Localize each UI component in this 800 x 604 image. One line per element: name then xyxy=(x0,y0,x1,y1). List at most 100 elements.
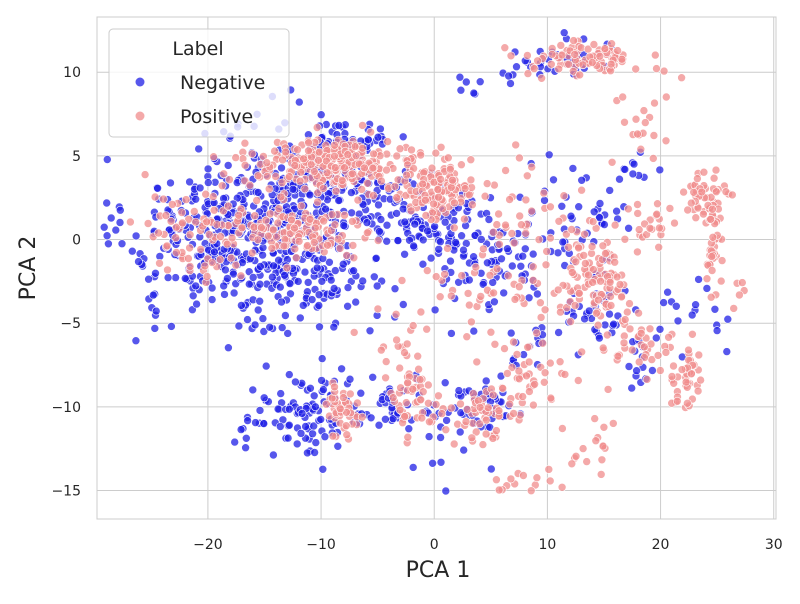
point-negative xyxy=(312,263,322,273)
point-positive xyxy=(540,305,550,315)
point-positive xyxy=(610,257,620,267)
point-positive xyxy=(423,380,433,390)
point-negative xyxy=(243,416,252,425)
point-positive xyxy=(489,227,498,237)
point-positive xyxy=(172,222,181,232)
point-positive xyxy=(363,228,372,238)
point-positive xyxy=(257,223,266,232)
point-negative xyxy=(294,97,304,107)
point-negative xyxy=(295,313,305,323)
point-positive xyxy=(488,390,498,400)
point-positive xyxy=(421,195,430,205)
point-negative xyxy=(404,424,414,434)
point-positive xyxy=(574,288,584,298)
point-positive xyxy=(240,138,250,148)
point-negative xyxy=(628,169,638,179)
point-positive xyxy=(615,280,625,289)
point-negative xyxy=(334,196,344,205)
point-negative xyxy=(440,217,450,227)
point-positive xyxy=(600,44,610,53)
point-positive xyxy=(534,235,544,244)
point-positive xyxy=(416,307,426,317)
point-positive xyxy=(363,179,372,188)
point-positive xyxy=(598,241,608,251)
point-negative xyxy=(308,429,317,439)
point-positive xyxy=(514,374,524,384)
point-negative xyxy=(283,433,293,443)
point-negative xyxy=(259,393,269,403)
point-positive xyxy=(622,307,632,317)
y-tick-label: −5 xyxy=(60,316,81,332)
point-negative xyxy=(600,220,609,229)
point-positive xyxy=(247,149,257,159)
point-negative xyxy=(329,284,339,293)
point-positive xyxy=(707,252,717,261)
point-positive xyxy=(207,258,217,267)
point-negative xyxy=(223,161,233,170)
point-positive xyxy=(737,278,747,287)
point-negative xyxy=(392,209,401,218)
x-tick-label: −10 xyxy=(306,537,336,553)
point-positive xyxy=(296,201,306,211)
point-positive xyxy=(313,197,322,207)
point-negative xyxy=(351,297,361,307)
point-negative xyxy=(544,150,554,160)
point-positive xyxy=(360,163,369,173)
point-negative xyxy=(430,305,440,315)
point-negative xyxy=(296,429,306,438)
point-negative xyxy=(245,279,254,289)
point-positive xyxy=(587,242,597,251)
point-positive xyxy=(506,51,516,61)
point-positive xyxy=(166,216,176,226)
point-negative xyxy=(375,227,384,236)
point-positive xyxy=(351,151,361,160)
point-positive xyxy=(633,209,643,218)
point-positive xyxy=(587,58,597,67)
point-negative xyxy=(424,432,434,441)
point-positive xyxy=(162,241,172,251)
point-positive xyxy=(443,244,452,253)
point-positive xyxy=(536,313,546,322)
point-positive xyxy=(583,44,593,54)
point-negative xyxy=(446,256,455,266)
point-negative xyxy=(230,437,239,447)
point-negative xyxy=(242,433,251,443)
point-positive xyxy=(345,389,355,399)
point-negative xyxy=(512,62,521,71)
point-negative xyxy=(372,281,382,291)
point-positive xyxy=(573,376,583,385)
point-negative xyxy=(281,311,290,320)
point-positive xyxy=(466,155,476,164)
point-negative xyxy=(300,267,310,277)
point-positive xyxy=(231,260,241,270)
point-positive xyxy=(556,307,565,317)
point-positive xyxy=(395,144,405,153)
point-negative xyxy=(553,248,563,258)
point-negative xyxy=(528,249,538,259)
point-positive xyxy=(588,217,598,226)
point-negative xyxy=(434,245,444,254)
point-positive xyxy=(168,200,177,209)
plot-frame xyxy=(96,16,777,520)
point-negative xyxy=(305,190,315,200)
point-positive xyxy=(434,192,443,202)
legend-label-negative: Negative xyxy=(180,72,265,94)
point-positive xyxy=(395,405,405,415)
point-positive xyxy=(593,320,603,330)
point-positive xyxy=(357,185,367,194)
point-positive xyxy=(542,247,552,256)
point-negative xyxy=(303,278,313,287)
point-negative xyxy=(456,85,466,95)
point-positive xyxy=(699,167,709,177)
point-positive xyxy=(709,173,719,183)
point-negative xyxy=(366,413,376,423)
point-negative xyxy=(470,231,480,240)
point-positive xyxy=(570,301,580,310)
point-negative xyxy=(390,284,400,294)
point-positive xyxy=(185,243,194,253)
point-negative xyxy=(436,433,445,442)
point-positive xyxy=(492,220,502,229)
point-positive xyxy=(250,211,259,220)
point-positive xyxy=(154,228,163,238)
point-positive xyxy=(601,249,610,258)
